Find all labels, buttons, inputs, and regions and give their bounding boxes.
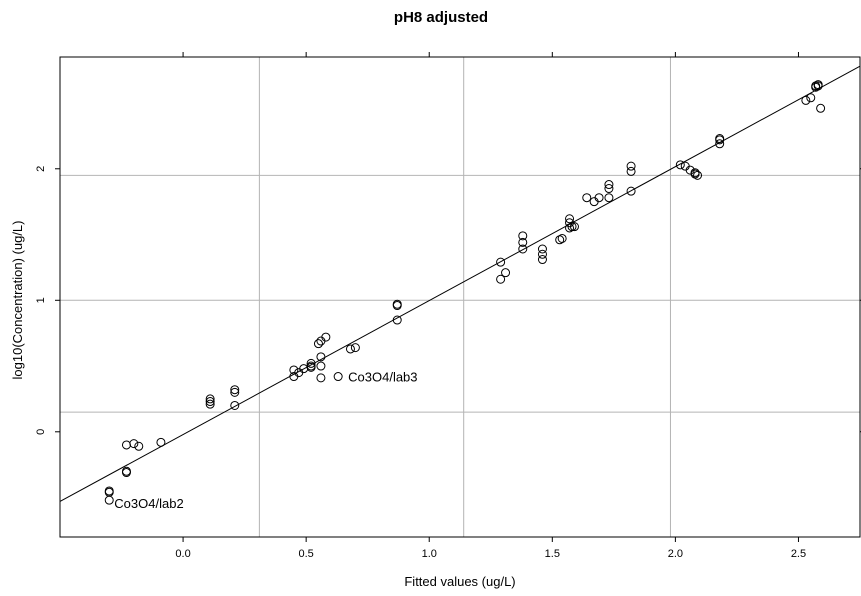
data-point [121,468,131,478]
data-point [230,400,240,410]
chart-title: pH8 adjusted [394,9,488,26]
data-point [811,82,821,92]
data-point [392,301,402,311]
x-tick-label: 2.5 [791,548,806,560]
data-point [626,186,636,196]
data-point [501,268,511,278]
data-point [205,397,215,407]
data-point [537,255,547,265]
data-point [121,440,131,450]
x-tick-label: 0.5 [299,548,314,560]
annotations: Co3O4/lab2 Co3O4/lab3 [114,370,417,511]
data-point [205,394,215,404]
axis-ticks: 0.0 0.5 1.0 1.5 2.0 2.5 0 1 2 [35,52,861,560]
data-point [129,439,139,449]
data-point [333,372,343,382]
data-point [557,233,567,243]
data-point [813,80,823,90]
x-tick-label: 1.5 [545,548,560,560]
data-point [316,361,326,371]
data-point [690,168,700,178]
data-point [537,244,547,254]
y-tick-label: 1 [35,297,47,303]
data-point [392,315,402,325]
fit-line-group [59,65,861,502]
plot-frame [59,56,861,538]
fit-line [59,65,861,502]
data-point [518,231,528,241]
grid-lines [60,57,860,537]
data-point [816,103,826,113]
x-tick-label: 0.0 [175,548,190,560]
data-point [604,184,614,194]
data-point [230,387,240,397]
data-point [626,166,636,176]
data-point [806,93,816,103]
data-point [156,437,166,447]
data-point [321,332,331,342]
point-annotation: Co3O4/lab3 [348,370,417,385]
data-point [316,373,326,383]
data-point [518,237,528,247]
y-tick-label: 0 [35,429,47,435]
data-point [801,95,811,105]
data-point [565,223,575,233]
data-point [350,343,360,353]
data-point [104,495,114,505]
x-axis-label: Fitted values (ug/L) [404,574,515,589]
data-point [134,441,144,451]
data-point [567,222,577,232]
data-point [230,385,240,395]
data-point [693,170,703,180]
y-axis-label: log10(Concentration) (ug/L) [10,221,25,380]
data-point [604,193,614,203]
data-point [604,180,614,190]
data-point [496,274,506,284]
data-point [496,257,506,267]
data-point [582,193,592,203]
data-point [316,352,326,362]
x-tick-label: 1.0 [422,548,437,560]
data-point [537,249,547,259]
data-point [594,193,604,203]
x-tick-label: 2.0 [668,548,683,560]
data-point [345,344,355,354]
data-point [313,339,323,349]
data-point [205,399,215,409]
data-points [104,80,826,505]
data-point [555,235,565,245]
data-point [715,135,725,145]
data-point [518,244,528,254]
data-point [715,139,725,149]
point-annotation: Co3O4/lab2 [114,496,183,511]
data-point [306,358,316,368]
data-point [626,161,636,171]
data-point [306,362,316,372]
data-point [289,365,299,375]
data-point [565,214,575,224]
data-point [675,160,685,170]
data-point [569,222,579,232]
y-tick-label: 2 [35,166,47,172]
